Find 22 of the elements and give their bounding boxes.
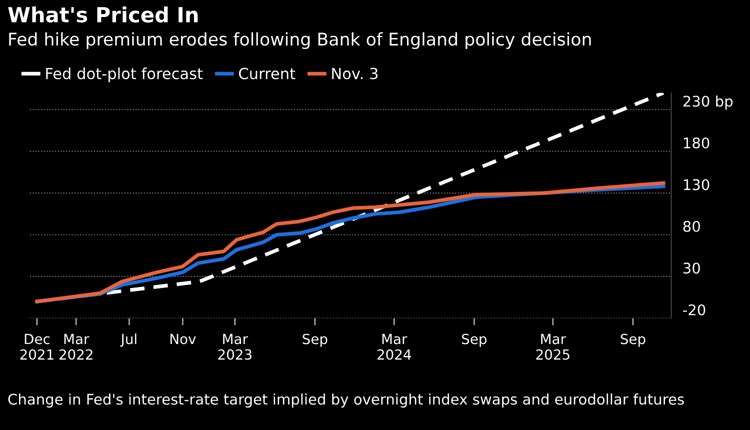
chart-title: What's Priced In <box>8 6 198 23</box>
x-tick-label: Mar 2024 <box>377 334 412 360</box>
y-tick-label: 80 <box>683 220 700 232</box>
legend-label: Nov. 3 <box>332 68 378 80</box>
x-tick-label: Sep <box>462 334 487 347</box>
y-tick-label: 180 <box>684 137 710 148</box>
x-tick-label: Mar 2023 <box>218 334 252 360</box>
legend-label: Fed dot-plot forecast <box>46 67 203 82</box>
x-tick-label: Sep <box>302 334 328 347</box>
y-tick-label: 230 bp <box>683 95 733 110</box>
legend-label: Current <box>239 68 296 80</box>
x-tick-label: Jul <box>120 333 136 347</box>
y-tick-label: -20 <box>683 304 706 316</box>
x-tick-label: Sep <box>620 334 646 347</box>
x-tick-label: Dec 2021 <box>20 334 54 360</box>
x-tick-label: Nov <box>170 334 196 344</box>
x-tick-label: Mar 2022 <box>59 334 92 360</box>
text: Change in Fed's interest-rate target implied by overnight index swaps and eurodollar futures <box>8 393 684 408</box>
y-tick-label: 30 <box>683 262 700 274</box>
y-tick-label: 130 <box>684 179 710 190</box>
chart-subtitle: Fed hike premium erodes following Bank of England policy decision <box>9 32 591 50</box>
x-tick-label: Mar 2025 <box>536 334 570 360</box>
